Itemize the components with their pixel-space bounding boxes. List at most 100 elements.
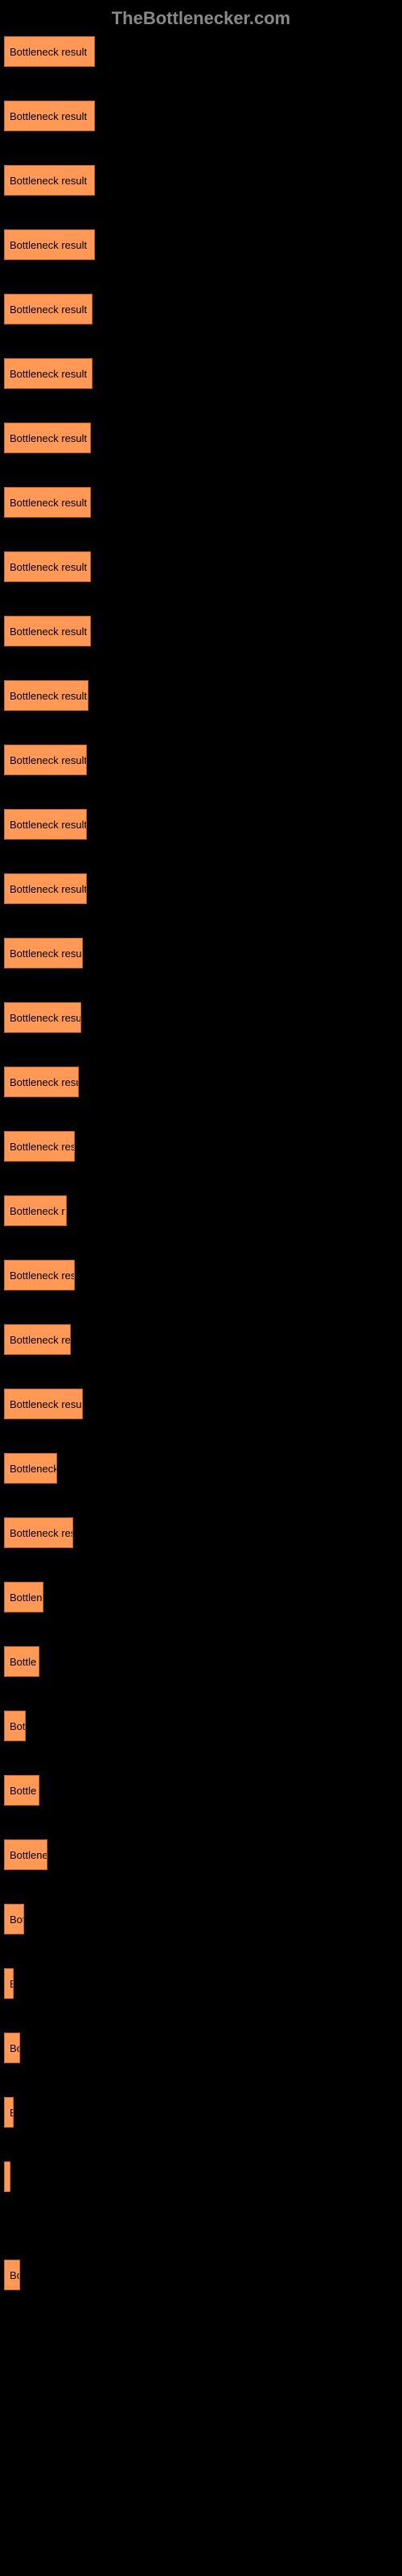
- bar: Bottleneck result: [4, 423, 91, 453]
- bar-wrapper: B: [4, 1968, 398, 1999]
- bottleneck-chart: Bottleneck result Bottleneck result Bottle…: [0, 36, 402, 2290]
- bar-wrapper: Bottleneck result: [4, 1067, 398, 1097]
- bar-label: Bottleneck resu: [10, 1269, 75, 1282]
- bar: Bottleneck result: [4, 551, 91, 582]
- bar: Bottleneck result: [4, 101, 95, 131]
- bar: Bottleneck result: [4, 487, 91, 518]
- chart-row: Bo: [4, 2033, 398, 2063]
- bar: Bottleneck result: [4, 1067, 79, 1097]
- chart-row: Bottleneck res: [4, 1517, 398, 1548]
- bar-wrapper: Bottleneck r: [4, 1195, 398, 1226]
- bar-label: Bottleneck result: [10, 46, 87, 58]
- chart-row: Bottleneck: [4, 1453, 398, 1484]
- bar: Bottleneck result: [4, 36, 95, 67]
- chart-row: Bottleneck result: [4, 809, 398, 840]
- bar-label: Bottleneck result: [10, 754, 87, 766]
- bar-wrapper: Bottleneck result: [4, 101, 398, 131]
- bar: Bottleneck result: [4, 873, 87, 904]
- bar-label: Bottleneck result: [10, 303, 87, 316]
- chart-row: Bot: [4, 1711, 398, 1741]
- bar-wrapper: Bottleneck result: [4, 745, 398, 775]
- bar-label: Bottle: [10, 1656, 36, 1668]
- bar-wrapper: Bottleneck result: [4, 487, 398, 518]
- bar-label: Bottleneck result: [10, 239, 87, 251]
- bar-wrapper: Bottleneck result: [4, 616, 398, 646]
- bar: Bottle: [4, 1646, 39, 1677]
- chart-row: Bottleneck result: [4, 165, 398, 196]
- bar: B: [4, 2097, 14, 2128]
- bar: Bo: [4, 2260, 20, 2290]
- bar: Bottleneck result: [4, 809, 87, 840]
- bar-label: Bottleneck r: [10, 1205, 65, 1217]
- chart-row: Bottleneck result: [4, 551, 398, 582]
- chart-row: Bottle: [4, 1646, 398, 1677]
- bar-label: Bottle: [10, 1785, 36, 1797]
- bar-label: Bottleneck res: [10, 1334, 71, 1346]
- bar: Bottleneck resu: [4, 1260, 75, 1290]
- bar-wrapper: Bottleneck result: [4, 423, 398, 453]
- bar-wrapper: Bottleneck result: [4, 680, 398, 711]
- chart-row: B: [4, 1968, 398, 1999]
- bar-wrapper: Bottleneck result: [4, 809, 398, 840]
- bar: Bottleneck result: [4, 938, 83, 968]
- chart-row: Bottleneck result: [4, 229, 398, 260]
- bar: Bottleneck: [4, 1453, 57, 1484]
- bar-label: Bottleneck result: [10, 368, 87, 380]
- bar-label: Bottleneck resu: [10, 1141, 75, 1153]
- bar: Bottleneck result: [4, 229, 95, 260]
- bar-label: Bottleneck result: [10, 883, 87, 895]
- bar-wrapper: Bottleneck result: [4, 294, 398, 324]
- chart-row: Bottleneck result: [4, 616, 398, 646]
- bar-wrapper: [4, 2161, 398, 2192]
- bar-wrapper: Bottleneck resu: [4, 1260, 398, 1290]
- bar-wrapper: Bottlen: [4, 1582, 398, 1612]
- bar-wrapper: Bottleneck result: [4, 551, 398, 582]
- bar: Bottleneck result: [4, 680, 88, 711]
- chart-row: Bottleneck result: [4, 680, 398, 711]
- chart-row: Bottleneck result: [4, 294, 398, 324]
- bar-wrapper: Bottleneck result: [4, 938, 398, 968]
- bar: Bottleneck result: [4, 1389, 83, 1419]
- bar-label: Bottlene: [10, 1849, 47, 1861]
- chart-row: Bottleneck resu: [4, 1131, 398, 1162]
- bar: B: [4, 1968, 14, 1999]
- bar-label: Bottleneck result: [10, 110, 87, 122]
- bar-wrapper: Bottleneck result: [4, 165, 398, 196]
- bar-label: B: [10, 1978, 14, 1990]
- bar-wrapper: Bottleneck result: [4, 358, 398, 389]
- chart-row: Bottleneck result: [4, 873, 398, 904]
- bar-wrapper: Bottleneck result: [4, 1002, 398, 1033]
- bar-wrapper: Bottle: [4, 1646, 398, 1677]
- header: TheBottlenecker.com: [0, 0, 402, 33]
- bar-wrapper: Bottlene: [4, 1839, 398, 1870]
- bar-label: Bottleneck result: [10, 1012, 81, 1024]
- bar-label: Bot: [10, 1913, 24, 1926]
- bar-wrapper: Bottleneck result: [4, 36, 398, 67]
- bar-wrapper: Bottleneck res: [4, 1517, 398, 1548]
- bar-label: Bottleneck result: [10, 947, 83, 960]
- bar-wrapper: Bo: [4, 2033, 398, 2063]
- bar: Bottleneck resu: [4, 1131, 75, 1162]
- bar: Bottleneck res: [4, 1324, 71, 1355]
- bar-wrapper: B: [4, 2097, 398, 2128]
- bar-wrapper: Bot: [4, 1711, 398, 1741]
- chart-row: Bottleneck result: [4, 423, 398, 453]
- chart-row: B: [4, 2097, 398, 2128]
- bar-label: Bottleneck: [10, 1463, 57, 1475]
- bar: Bottleneck result: [4, 165, 95, 196]
- bar: Bottleneck res: [4, 1517, 73, 1548]
- chart-row: Bottleneck result: [4, 1002, 398, 1033]
- bar-label: Bottleneck res: [10, 1527, 73, 1539]
- chart-row: Bot: [4, 1904, 398, 1934]
- bar-label: Bottleneck result: [10, 561, 87, 573]
- bar: Bot: [4, 1711, 26, 1741]
- chart-row: Bottleneck result: [4, 1067, 398, 1097]
- bar-label: Bottleneck result: [10, 625, 87, 638]
- bar-label: Bottleneck result: [10, 175, 87, 187]
- bar-label: Bottlen: [10, 1591, 42, 1604]
- chart-row: Bottleneck result: [4, 1389, 398, 1419]
- bar-wrapper: Bottleneck result: [4, 1389, 398, 1419]
- chart-row: Bottleneck result: [4, 36, 398, 67]
- chart-row: Bottlen: [4, 1582, 398, 1612]
- bar: Bottleneck result: [4, 616, 91, 646]
